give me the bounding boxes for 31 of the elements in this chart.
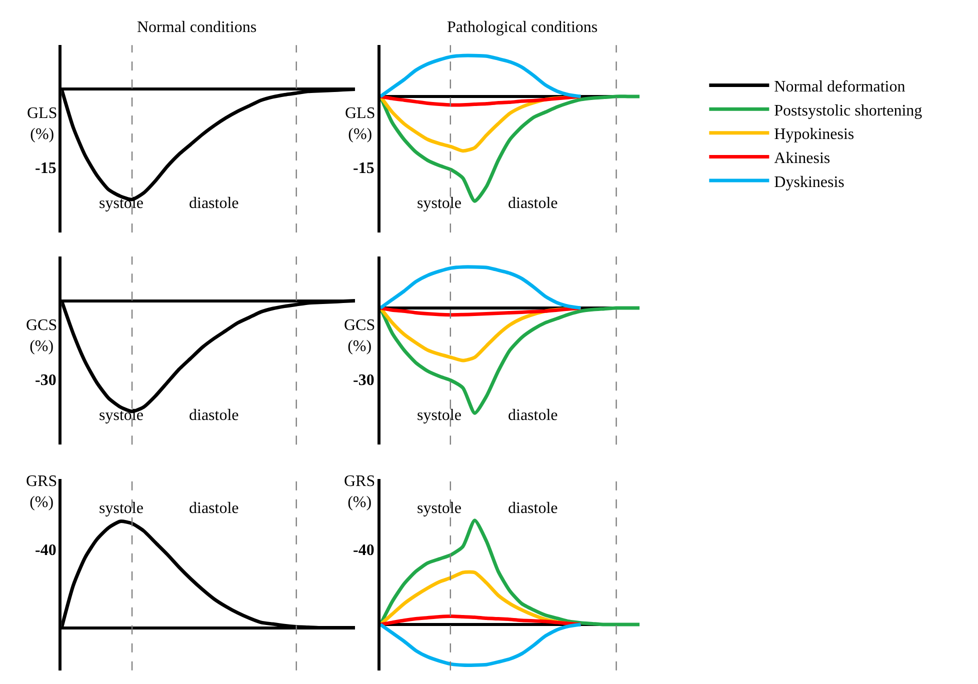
y-axis-title: GCS (%) [344,317,376,355]
y-axis-title: GCS (%) [26,317,58,355]
y-axis-title: GLS (%) [345,105,376,143]
annotation: diastole [189,407,239,424]
annotation: -30 [353,372,374,389]
text: systole [417,500,462,517]
text: diastole [189,500,239,517]
annotation: systole [417,407,462,424]
text: -40 [35,542,56,559]
text: -15 [35,160,56,177]
annotation: systole [99,407,144,424]
annotation: diastole [508,195,558,212]
annotation: diastole [508,407,558,424]
y-axis-title: GLS (%) [27,105,58,143]
annotation: systole [417,195,462,212]
legend-label: Hypokinesis [774,126,854,144]
legend-label: Postsystolic shortening [774,102,922,120]
y-axis-title: GRS (%) [344,473,376,511]
annotation: systole [99,195,144,212]
text: diastole [508,500,558,517]
annotation: -15 [353,160,374,177]
annotation: diastole [189,195,239,212]
text: systole [99,500,144,517]
chart-title: Pathological conditions [447,19,598,36]
chart-title: Normal conditions [137,19,257,36]
text: -30 [35,372,56,389]
y-axis-title: GRS (%) [26,473,58,511]
legend-label: Akinesis [774,150,830,167]
annotation: -40 [353,542,374,559]
legend-label: Dyskinesis [774,174,844,191]
legend-label: Normal deformation [774,78,906,96]
